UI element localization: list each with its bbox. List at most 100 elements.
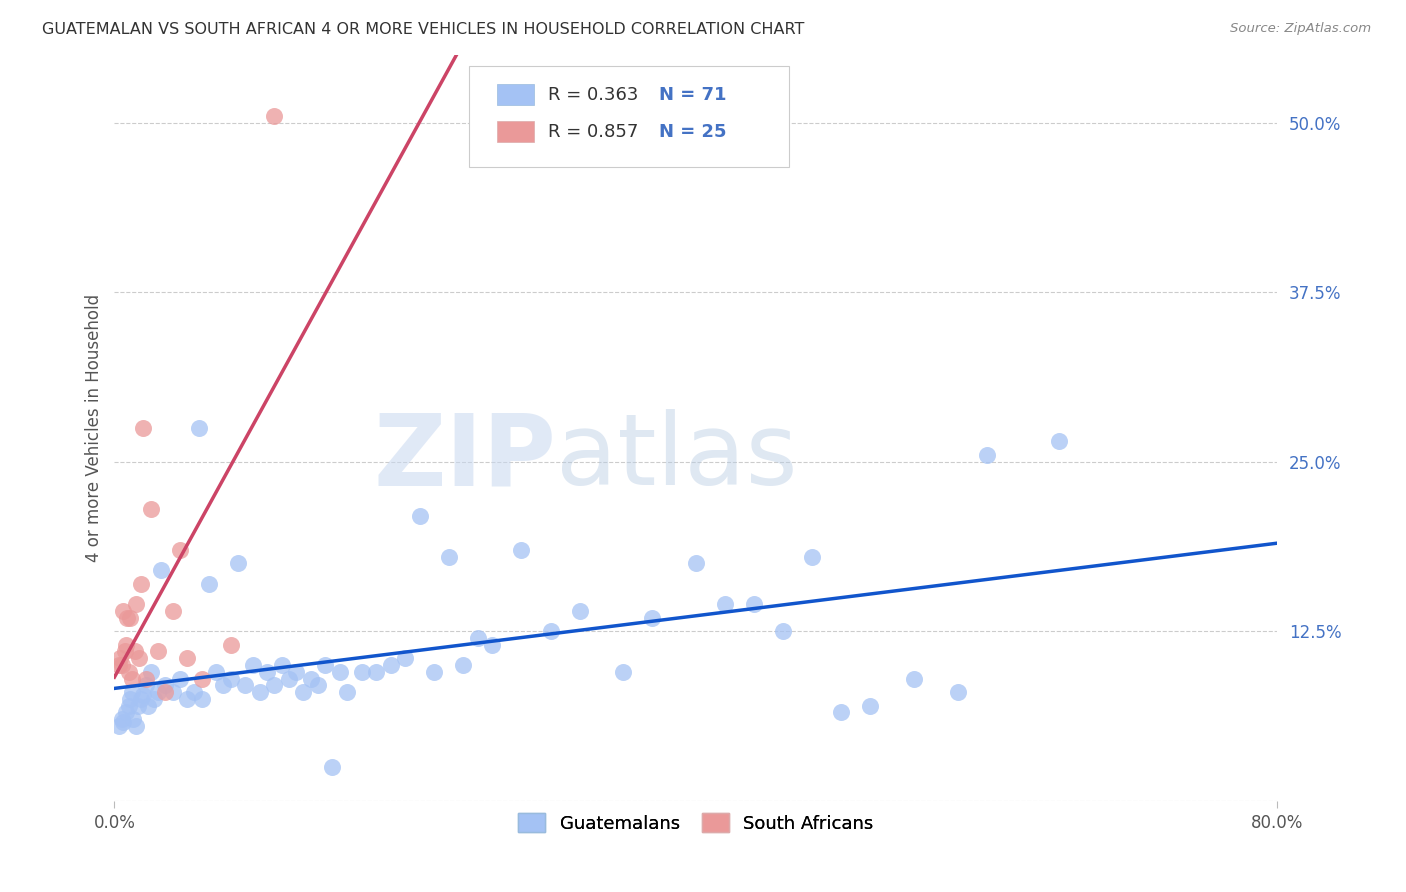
- Text: GUATEMALAN VS SOUTH AFRICAN 4 OR MORE VEHICLES IN HOUSEHOLD CORRELATION CHART: GUATEMALAN VS SOUTH AFRICAN 4 OR MORE VE…: [42, 22, 804, 37]
- Y-axis label: 4 or more Vehicles in Household: 4 or more Vehicles in Household: [86, 293, 103, 562]
- Guatemalans: [467, 631, 489, 645]
- Guatemalans: [285, 665, 308, 679]
- Guatemalans: [111, 712, 134, 726]
- Guatemalans: [120, 691, 142, 706]
- South Africans: [190, 672, 212, 686]
- Guatemalans: [314, 658, 336, 673]
- FancyBboxPatch shape: [470, 66, 789, 167]
- FancyBboxPatch shape: [498, 84, 534, 105]
- FancyBboxPatch shape: [498, 121, 534, 143]
- Guatemalans: [233, 678, 256, 692]
- Guatemalans: [129, 691, 152, 706]
- Guatemalans: [453, 658, 475, 673]
- Guatemalans: [336, 685, 359, 699]
- Guatemalans: [714, 597, 737, 611]
- South Africans: [128, 651, 150, 665]
- Guatemalans: [510, 542, 533, 557]
- Guatemalans: [830, 706, 852, 720]
- Guatemalans: [742, 597, 765, 611]
- South Africans: [117, 610, 139, 624]
- Guatemalans: [127, 698, 149, 713]
- Text: N = 25: N = 25: [658, 123, 725, 141]
- South Africans: [146, 644, 169, 658]
- Guatemalans: [118, 698, 141, 713]
- Guatemalans: [136, 698, 159, 713]
- Guatemalans: [801, 549, 824, 564]
- Guatemalans: [859, 698, 882, 713]
- Guatemalans: [976, 448, 998, 462]
- Text: R = 0.363: R = 0.363: [548, 86, 638, 103]
- South Africans: [110, 651, 132, 665]
- Guatemalans: [277, 672, 299, 686]
- Guatemalans: [946, 685, 969, 699]
- Guatemalans: [187, 421, 209, 435]
- Guatemalans: [329, 665, 352, 679]
- South Africans: [135, 672, 157, 686]
- Guatemalans: [121, 685, 143, 699]
- Guatemalans: [149, 563, 172, 577]
- South Africans: [129, 576, 152, 591]
- Guatemalans: [307, 678, 329, 692]
- Guatemalans: [364, 665, 387, 679]
- Guatemalans: [394, 651, 416, 665]
- Guatemalans: [139, 665, 162, 679]
- Guatemalans: [226, 557, 249, 571]
- South Africans: [132, 421, 155, 435]
- Guatemalans: [142, 691, 165, 706]
- South Africans: [121, 672, 143, 686]
- Guatemalans: [205, 665, 228, 679]
- South Africans: [155, 685, 177, 699]
- Text: ZIP: ZIP: [374, 409, 557, 506]
- South Africans: [107, 658, 129, 673]
- Guatemalans: [568, 604, 591, 618]
- South Africans: [114, 644, 136, 658]
- Guatemalans: [612, 665, 634, 679]
- Guatemalans: [540, 624, 562, 639]
- Guatemalans: [437, 549, 460, 564]
- Guatemalans: [135, 678, 157, 692]
- Guatemalans: [256, 665, 278, 679]
- Guatemalans: [292, 685, 315, 699]
- South Africans: [139, 502, 162, 516]
- Guatemalans: [321, 759, 343, 773]
- Guatemalans: [242, 658, 264, 673]
- Guatemalans: [1047, 434, 1070, 449]
- Text: R = 0.857: R = 0.857: [548, 123, 638, 141]
- Guatemalans: [350, 665, 373, 679]
- Guatemalans: [183, 685, 205, 699]
- Guatemalans: [408, 508, 430, 523]
- Guatemalans: [115, 706, 138, 720]
- Guatemalans: [481, 638, 503, 652]
- South Africans: [112, 604, 135, 618]
- South Africans: [176, 651, 198, 665]
- Guatemalans: [685, 557, 707, 571]
- Text: N = 71: N = 71: [658, 86, 725, 103]
- Text: Source: ZipAtlas.com: Source: ZipAtlas.com: [1230, 22, 1371, 36]
- Guatemalans: [169, 672, 191, 686]
- Guatemalans: [641, 610, 664, 624]
- Guatemalans: [249, 685, 271, 699]
- Guatemalans: [219, 672, 242, 686]
- Guatemalans: [772, 624, 794, 639]
- Guatemalans: [155, 678, 177, 692]
- Guatemalans: [146, 685, 169, 699]
- Text: atlas: atlas: [557, 409, 799, 506]
- South Africans: [111, 658, 134, 673]
- Guatemalans: [122, 712, 145, 726]
- Guatemalans: [176, 691, 198, 706]
- South Africans: [115, 638, 138, 652]
- Guatemalans: [162, 685, 184, 699]
- South Africans: [162, 604, 184, 618]
- South Africans: [124, 644, 146, 658]
- Guatemalans: [125, 719, 148, 733]
- Guatemalans: [190, 691, 212, 706]
- South Africans: [219, 638, 242, 652]
- Guatemalans: [380, 658, 402, 673]
- Guatemalans: [198, 576, 221, 591]
- Guatemalans: [299, 672, 322, 686]
- Legend: Guatemalans, South Africans: Guatemalans, South Africans: [512, 806, 880, 840]
- Guatemalans: [270, 658, 292, 673]
- South Africans: [120, 610, 142, 624]
- Guatemalans: [423, 665, 446, 679]
- South Africans: [125, 597, 148, 611]
